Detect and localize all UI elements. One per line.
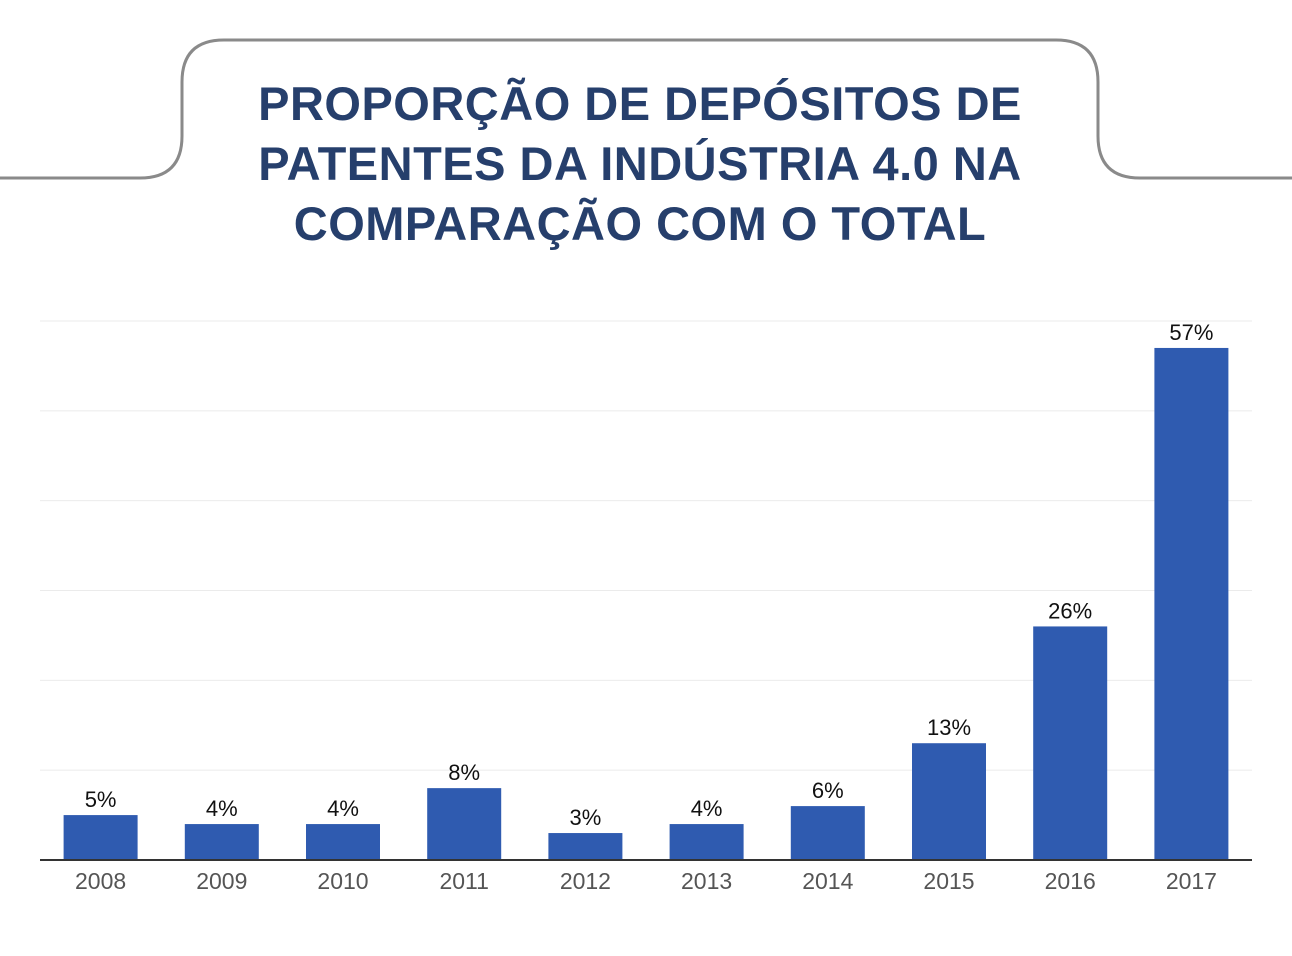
bar	[912, 743, 986, 860]
bar	[184, 824, 259, 860]
x-tick-label: 2013	[681, 868, 732, 894]
x-tick-label: 2017	[1166, 868, 1217, 894]
data-labels: 5% 4% 4% 8% 3% 4% 6% 13% 26% 57%	[85, 320, 1214, 830]
bar	[306, 824, 380, 860]
bar	[790, 806, 865, 860]
bars	[63, 347, 1229, 860]
data-label: 5%	[85, 787, 117, 812]
data-label: 6%	[812, 778, 844, 803]
bar	[548, 833, 623, 860]
chart-title: PROPORÇÃO DE DEPÓSITOS DE PATENTES DA IN…	[200, 74, 1080, 254]
x-tick-label: 2011	[439, 868, 488, 894]
data-label: 3%	[570, 805, 602, 830]
data-label: 57%	[1169, 320, 1213, 345]
x-tick-label: 2014	[802, 868, 853, 894]
x-tick-label: 2012	[560, 868, 611, 894]
bar	[1154, 347, 1229, 860]
data-label: 26%	[1048, 598, 1092, 623]
bar	[427, 788, 502, 860]
x-tick-label: 2010	[317, 868, 368, 894]
bar	[669, 824, 744, 860]
title-frame-outline	[0, 38, 1292, 180]
x-tick-label: 2008	[75, 868, 126, 894]
data-label: 4%	[327, 796, 359, 821]
data-label: 8%	[448, 760, 480, 785]
bar	[1033, 626, 1108, 860]
chart-title-line-1: PROPORÇÃO DE DEPÓSITOS DE	[258, 77, 1022, 130]
x-tick-labels: 2008 2009 2010 2011 2012 2013 2014 2015 2016 2017	[75, 868, 1217, 894]
x-tick-label: 2015	[923, 868, 974, 894]
data-label: 13%	[927, 715, 971, 740]
x-tick-label: 2009	[196, 868, 247, 894]
chart-title-line-2: PATENTES DA INDÚSTRIA 4.0 NA	[258, 137, 1022, 190]
chart-title-line-3: COMPARAÇÃO COM O TOTAL	[293, 197, 987, 250]
x-tick-label: 2016	[1045, 868, 1096, 894]
bar	[63, 815, 138, 860]
data-label: 4%	[691, 796, 723, 821]
data-label: 4%	[206, 796, 238, 821]
